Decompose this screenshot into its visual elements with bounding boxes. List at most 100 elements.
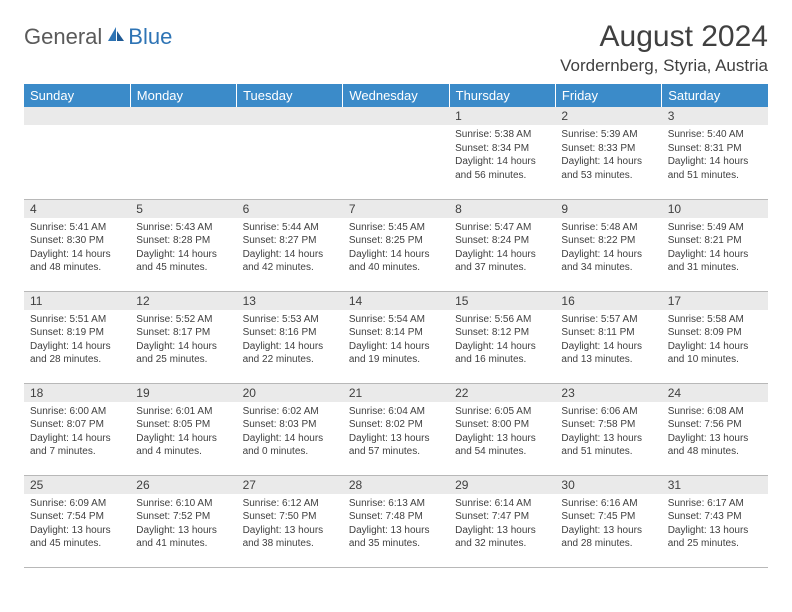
calendar-day-cell: 20Sunrise: 6:02 AMSunset: 8:03 PMDayligh…	[237, 383, 343, 475]
day-details: Sunrise: 6:02 AMSunset: 8:03 PMDaylight:…	[237, 402, 343, 463]
weekday-header: Tuesday	[237, 84, 343, 107]
day-number: 25	[24, 476, 130, 494]
calendar-week-row: 18Sunrise: 6:00 AMSunset: 8:07 PMDayligh…	[24, 383, 768, 475]
day-details: Sunrise: 5:38 AMSunset: 8:34 PMDaylight:…	[449, 125, 555, 186]
day-details: Sunrise: 6:14 AMSunset: 7:47 PMDaylight:…	[449, 494, 555, 555]
calendar-day-cell: 1Sunrise: 5:38 AMSunset: 8:34 PMDaylight…	[449, 107, 555, 199]
day-number: 14	[343, 292, 449, 310]
day-details: Sunrise: 5:41 AMSunset: 8:30 PMDaylight:…	[24, 218, 130, 279]
weekday-header: Sunday	[24, 84, 130, 107]
day-details: Sunrise: 5:39 AMSunset: 8:33 PMDaylight:…	[555, 125, 661, 186]
day-number: 26	[130, 476, 236, 494]
logo: General Blue	[24, 20, 172, 50]
calendar-week-row: 11Sunrise: 5:51 AMSunset: 8:19 PMDayligh…	[24, 291, 768, 383]
calendar-day-cell: 12Sunrise: 5:52 AMSunset: 8:17 PMDayligh…	[130, 291, 236, 383]
day-number: 22	[449, 384, 555, 402]
day-details: Sunrise: 6:05 AMSunset: 8:00 PMDaylight:…	[449, 402, 555, 463]
calendar-day-cell: 15Sunrise: 5:56 AMSunset: 8:12 PMDayligh…	[449, 291, 555, 383]
calendar-day-cell: 8Sunrise: 5:47 AMSunset: 8:24 PMDaylight…	[449, 199, 555, 291]
day-number: 5	[130, 200, 236, 218]
day-number: 15	[449, 292, 555, 310]
day-number: 6	[237, 200, 343, 218]
weekday-header: Monday	[130, 84, 236, 107]
day-details: Sunrise: 5:45 AMSunset: 8:25 PMDaylight:…	[343, 218, 449, 279]
calendar-page: General Blue August 2024 Vordernberg, St…	[0, 0, 792, 578]
day-details: Sunrise: 6:17 AMSunset: 7:43 PMDaylight:…	[662, 494, 768, 555]
day-number: 9	[555, 200, 661, 218]
day-number: 7	[343, 200, 449, 218]
logo-sail-icon	[106, 25, 126, 50]
calendar-week-row: 1Sunrise: 5:38 AMSunset: 8:34 PMDaylight…	[24, 107, 768, 199]
day-number-empty	[24, 107, 130, 125]
calendar-day-cell: 10Sunrise: 5:49 AMSunset: 8:21 PMDayligh…	[662, 199, 768, 291]
day-number: 29	[449, 476, 555, 494]
calendar-day-cell: 5Sunrise: 5:43 AMSunset: 8:28 PMDaylight…	[130, 199, 236, 291]
day-details: Sunrise: 6:06 AMSunset: 7:58 PMDaylight:…	[555, 402, 661, 463]
day-number: 4	[24, 200, 130, 218]
day-details: Sunrise: 6:09 AMSunset: 7:54 PMDaylight:…	[24, 494, 130, 555]
month-title: August 2024	[560, 20, 768, 54]
day-details: Sunrise: 6:16 AMSunset: 7:45 PMDaylight:…	[555, 494, 661, 555]
day-details: Sunrise: 6:04 AMSunset: 8:02 PMDaylight:…	[343, 402, 449, 463]
day-number: 17	[662, 292, 768, 310]
calendar-day-cell: 27Sunrise: 6:12 AMSunset: 7:50 PMDayligh…	[237, 475, 343, 567]
day-number: 3	[662, 107, 768, 125]
calendar-day-cell: 31Sunrise: 6:17 AMSunset: 7:43 PMDayligh…	[662, 475, 768, 567]
day-number: 10	[662, 200, 768, 218]
logo-text-general: General	[24, 24, 102, 50]
logo-text-blue: Blue	[128, 24, 172, 50]
calendar-day-cell: 22Sunrise: 6:05 AMSunset: 8:00 PMDayligh…	[449, 383, 555, 475]
day-number: 13	[237, 292, 343, 310]
day-details: Sunrise: 5:43 AMSunset: 8:28 PMDaylight:…	[130, 218, 236, 279]
title-block: August 2024 Vordernberg, Styria, Austria	[560, 20, 768, 76]
day-number: 19	[130, 384, 236, 402]
day-number: 11	[24, 292, 130, 310]
day-details: Sunrise: 5:49 AMSunset: 8:21 PMDaylight:…	[662, 218, 768, 279]
day-details: Sunrise: 5:57 AMSunset: 8:11 PMDaylight:…	[555, 310, 661, 371]
calendar-day-cell	[24, 107, 130, 199]
calendar-day-cell: 2Sunrise: 5:39 AMSunset: 8:33 PMDaylight…	[555, 107, 661, 199]
day-number-empty	[237, 107, 343, 125]
weekday-header: Friday	[555, 84, 661, 107]
day-details: Sunrise: 5:48 AMSunset: 8:22 PMDaylight:…	[555, 218, 661, 279]
calendar-day-cell: 19Sunrise: 6:01 AMSunset: 8:05 PMDayligh…	[130, 383, 236, 475]
day-details: Sunrise: 5:58 AMSunset: 8:09 PMDaylight:…	[662, 310, 768, 371]
day-details: Sunrise: 5:53 AMSunset: 8:16 PMDaylight:…	[237, 310, 343, 371]
day-number: 12	[130, 292, 236, 310]
day-details: Sunrise: 6:13 AMSunset: 7:48 PMDaylight:…	[343, 494, 449, 555]
calendar-day-cell: 6Sunrise: 5:44 AMSunset: 8:27 PMDaylight…	[237, 199, 343, 291]
calendar-day-cell: 18Sunrise: 6:00 AMSunset: 8:07 PMDayligh…	[24, 383, 130, 475]
weekday-header: Thursday	[449, 84, 555, 107]
calendar-day-cell: 7Sunrise: 5:45 AMSunset: 8:25 PMDaylight…	[343, 199, 449, 291]
calendar-body: 1Sunrise: 5:38 AMSunset: 8:34 PMDaylight…	[24, 107, 768, 567]
location: Vordernberg, Styria, Austria	[560, 56, 768, 76]
day-number: 2	[555, 107, 661, 125]
day-number: 8	[449, 200, 555, 218]
calendar-day-cell	[130, 107, 236, 199]
header: General Blue August 2024 Vordernberg, St…	[24, 20, 768, 76]
day-number: 18	[24, 384, 130, 402]
day-number-empty	[130, 107, 236, 125]
day-number-empty	[343, 107, 449, 125]
calendar-day-cell: 29Sunrise: 6:14 AMSunset: 7:47 PMDayligh…	[449, 475, 555, 567]
day-details: Sunrise: 5:47 AMSunset: 8:24 PMDaylight:…	[449, 218, 555, 279]
calendar-day-cell	[237, 107, 343, 199]
calendar-day-cell: 13Sunrise: 5:53 AMSunset: 8:16 PMDayligh…	[237, 291, 343, 383]
calendar-day-cell: 26Sunrise: 6:10 AMSunset: 7:52 PMDayligh…	[130, 475, 236, 567]
day-details: Sunrise: 5:51 AMSunset: 8:19 PMDaylight:…	[24, 310, 130, 371]
day-number: 23	[555, 384, 661, 402]
calendar-day-cell: 25Sunrise: 6:09 AMSunset: 7:54 PMDayligh…	[24, 475, 130, 567]
day-details: Sunrise: 6:00 AMSunset: 8:07 PMDaylight:…	[24, 402, 130, 463]
calendar-day-cell: 11Sunrise: 5:51 AMSunset: 8:19 PMDayligh…	[24, 291, 130, 383]
day-details: Sunrise: 6:12 AMSunset: 7:50 PMDaylight:…	[237, 494, 343, 555]
calendar-day-cell: 23Sunrise: 6:06 AMSunset: 7:58 PMDayligh…	[555, 383, 661, 475]
day-number: 30	[555, 476, 661, 494]
day-details: Sunrise: 5:40 AMSunset: 8:31 PMDaylight:…	[662, 125, 768, 186]
day-details: Sunrise: 6:10 AMSunset: 7:52 PMDaylight:…	[130, 494, 236, 555]
day-number: 16	[555, 292, 661, 310]
day-details: Sunrise: 5:54 AMSunset: 8:14 PMDaylight:…	[343, 310, 449, 371]
day-number: 27	[237, 476, 343, 494]
calendar-week-row: 4Sunrise: 5:41 AMSunset: 8:30 PMDaylight…	[24, 199, 768, 291]
calendar-day-cell: 4Sunrise: 5:41 AMSunset: 8:30 PMDaylight…	[24, 199, 130, 291]
calendar-day-cell: 9Sunrise: 5:48 AMSunset: 8:22 PMDaylight…	[555, 199, 661, 291]
